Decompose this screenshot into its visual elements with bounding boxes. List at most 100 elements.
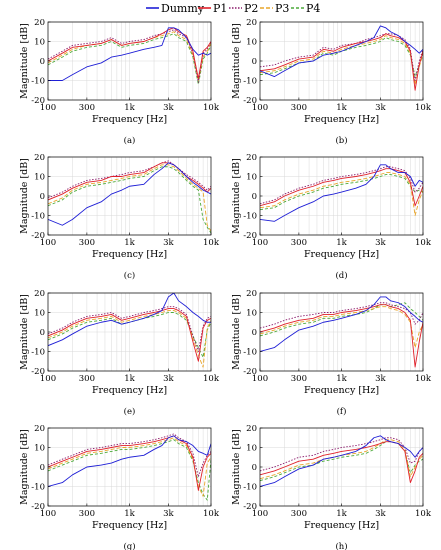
y-tick-label: -10 bbox=[243, 212, 257, 222]
y-tick-label: -20 bbox=[243, 367, 257, 377]
y-tick-label: -10 bbox=[31, 348, 45, 358]
x-tick-label: 3k bbox=[163, 509, 174, 519]
series-line-p4 bbox=[260, 302, 423, 337]
series-line-p2 bbox=[260, 302, 423, 329]
series-line-p1 bbox=[260, 441, 423, 484]
x-tick-label: 3k bbox=[375, 238, 386, 248]
x-tick-label: 300 bbox=[291, 238, 307, 248]
series-group bbox=[260, 25, 423, 91]
panel-f: 100 300 1k 3k 10k -20 -10 0 10 20 Frequency [Hz] Ma… bbox=[231, 289, 432, 417]
series-line-p1 bbox=[48, 27, 211, 79]
y-axis-label: Magnitude [dB] bbox=[19, 294, 30, 370]
x-axis-label: Frequency [Hz] bbox=[92, 520, 167, 531]
grid bbox=[48, 156, 211, 236]
y-axis-label: Magnitude [dB] bbox=[231, 158, 242, 234]
x-axis-label: Frequency [Hz] bbox=[92, 114, 167, 125]
y-axis-label: Magnitude [dB] bbox=[19, 158, 30, 234]
x-tick-label: 3k bbox=[163, 238, 174, 248]
panel-caption: (d) bbox=[335, 270, 347, 281]
x-tick-label: 300 bbox=[79, 103, 95, 113]
grid bbox=[260, 21, 423, 101]
x-tick-label: 10k bbox=[203, 509, 220, 519]
y-tick-label: 20 bbox=[246, 153, 257, 163]
grid bbox=[260, 292, 423, 372]
series-group bbox=[260, 435, 423, 487]
y-tick-label: 10 bbox=[246, 173, 257, 183]
y-tick-label: 0 bbox=[40, 57, 45, 67]
x-axis-label: Frequency [Hz] bbox=[92, 249, 167, 260]
y-tick-label: -20 bbox=[243, 502, 257, 512]
x-tick-label: 1k bbox=[336, 509, 347, 519]
y-tick-label: 0 bbox=[252, 192, 257, 202]
series-line-dummy bbox=[48, 435, 211, 487]
x-tick-label: 1k bbox=[336, 103, 347, 113]
x-tick-label: 1k bbox=[336, 238, 347, 248]
panel-a: 100 300 1k 3k 10k -20 -10 0 10 20 Frequency [Hz] Ma… bbox=[19, 18, 220, 146]
x-tick-label: 100 bbox=[40, 509, 56, 519]
series-line-p1 bbox=[48, 308, 211, 362]
y-axis-label: Magnitude [dB] bbox=[231, 23, 242, 99]
series-line-p3 bbox=[48, 310, 211, 368]
x-tick-label: 3k bbox=[375, 374, 386, 384]
series-group bbox=[48, 160, 211, 234]
y-tick-label: 20 bbox=[246, 289, 257, 299]
panel-caption: (f) bbox=[337, 406, 347, 417]
legend-item-dummy: Dummy bbox=[146, 2, 205, 15]
x-tick-label: 10k bbox=[415, 238, 432, 248]
x-tick-label: 10k bbox=[203, 238, 220, 248]
x-tick-label: 300 bbox=[291, 103, 307, 113]
series-group bbox=[48, 433, 211, 501]
x-tick-label: 100 bbox=[252, 509, 268, 519]
grid bbox=[48, 427, 211, 507]
series-group bbox=[260, 296, 423, 368]
y-tick-label: -20 bbox=[31, 231, 45, 241]
series-line-dummy bbox=[260, 435, 423, 487]
y-tick-label: 20 bbox=[34, 289, 45, 299]
series-line-p3 bbox=[48, 437, 211, 497]
series-line-p2 bbox=[48, 306, 211, 352]
x-tick-label: 3k bbox=[163, 374, 174, 384]
y-tick-label: 0 bbox=[40, 192, 45, 202]
series-line-p1 bbox=[48, 435, 211, 491]
series-line-dummy bbox=[48, 293, 211, 347]
series-line-p1 bbox=[260, 33, 423, 91]
legend-label: P1 bbox=[213, 2, 227, 15]
y-tick-label: 20 bbox=[34, 153, 45, 163]
y-tick-label: 0 bbox=[252, 463, 257, 473]
y-tick-label: -10 bbox=[243, 483, 257, 493]
y-tick-label: -20 bbox=[31, 96, 45, 106]
x-tick-label: 100 bbox=[252, 103, 268, 113]
x-tick-label: 1k bbox=[124, 103, 135, 113]
series-line-p4 bbox=[48, 33, 211, 85]
grid bbox=[48, 21, 211, 101]
series-line-p4 bbox=[48, 166, 211, 234]
series-line-p4 bbox=[260, 37, 423, 78]
series-line-p3 bbox=[260, 439, 423, 480]
y-tick-label: 10 bbox=[34, 444, 45, 454]
grid bbox=[48, 292, 211, 372]
y-tick-label: 20 bbox=[34, 424, 45, 434]
series-line-p3 bbox=[48, 164, 211, 232]
y-axis-label: Magnitude [dB] bbox=[19, 23, 30, 99]
x-tick-label: 3k bbox=[375, 103, 386, 113]
y-tick-label: -20 bbox=[31, 367, 45, 377]
panel-caption: (g) bbox=[123, 541, 135, 550]
legend-label: Dummy bbox=[161, 2, 205, 15]
y-tick-label: 10 bbox=[246, 444, 257, 454]
series-line-p2 bbox=[260, 33, 423, 81]
x-tick-label: 100 bbox=[40, 374, 56, 384]
panel-b: 100 300 1k 3k 10k -20 -10 0 10 20 Frequency [Hz] Ma… bbox=[231, 18, 432, 146]
legend-item-p2: P2 bbox=[229, 2, 258, 15]
panel-d: 100 300 1k 3k 10k -20 -10 0 10 20 Frequency [Hz] Ma… bbox=[231, 153, 432, 281]
panel-e: 100 300 1k 3k 10k -20 -10 0 10 20 Frequency [Hz] Ma… bbox=[19, 289, 220, 417]
panel-g: 100 300 1k 3k 10k -20 -10 0 10 20 Frequency [Hz] Ma… bbox=[19, 424, 220, 550]
series-line-p2 bbox=[260, 437, 423, 472]
x-axis-label: Frequency [Hz] bbox=[92, 385, 167, 396]
y-tick-label: -20 bbox=[31, 502, 45, 512]
y-tick-label: 0 bbox=[40, 463, 45, 473]
series-line-p2 bbox=[48, 160, 211, 199]
x-tick-label: 10k bbox=[203, 374, 220, 384]
y-tick-label: 10 bbox=[246, 309, 257, 319]
series-line-dummy bbox=[48, 27, 211, 81]
